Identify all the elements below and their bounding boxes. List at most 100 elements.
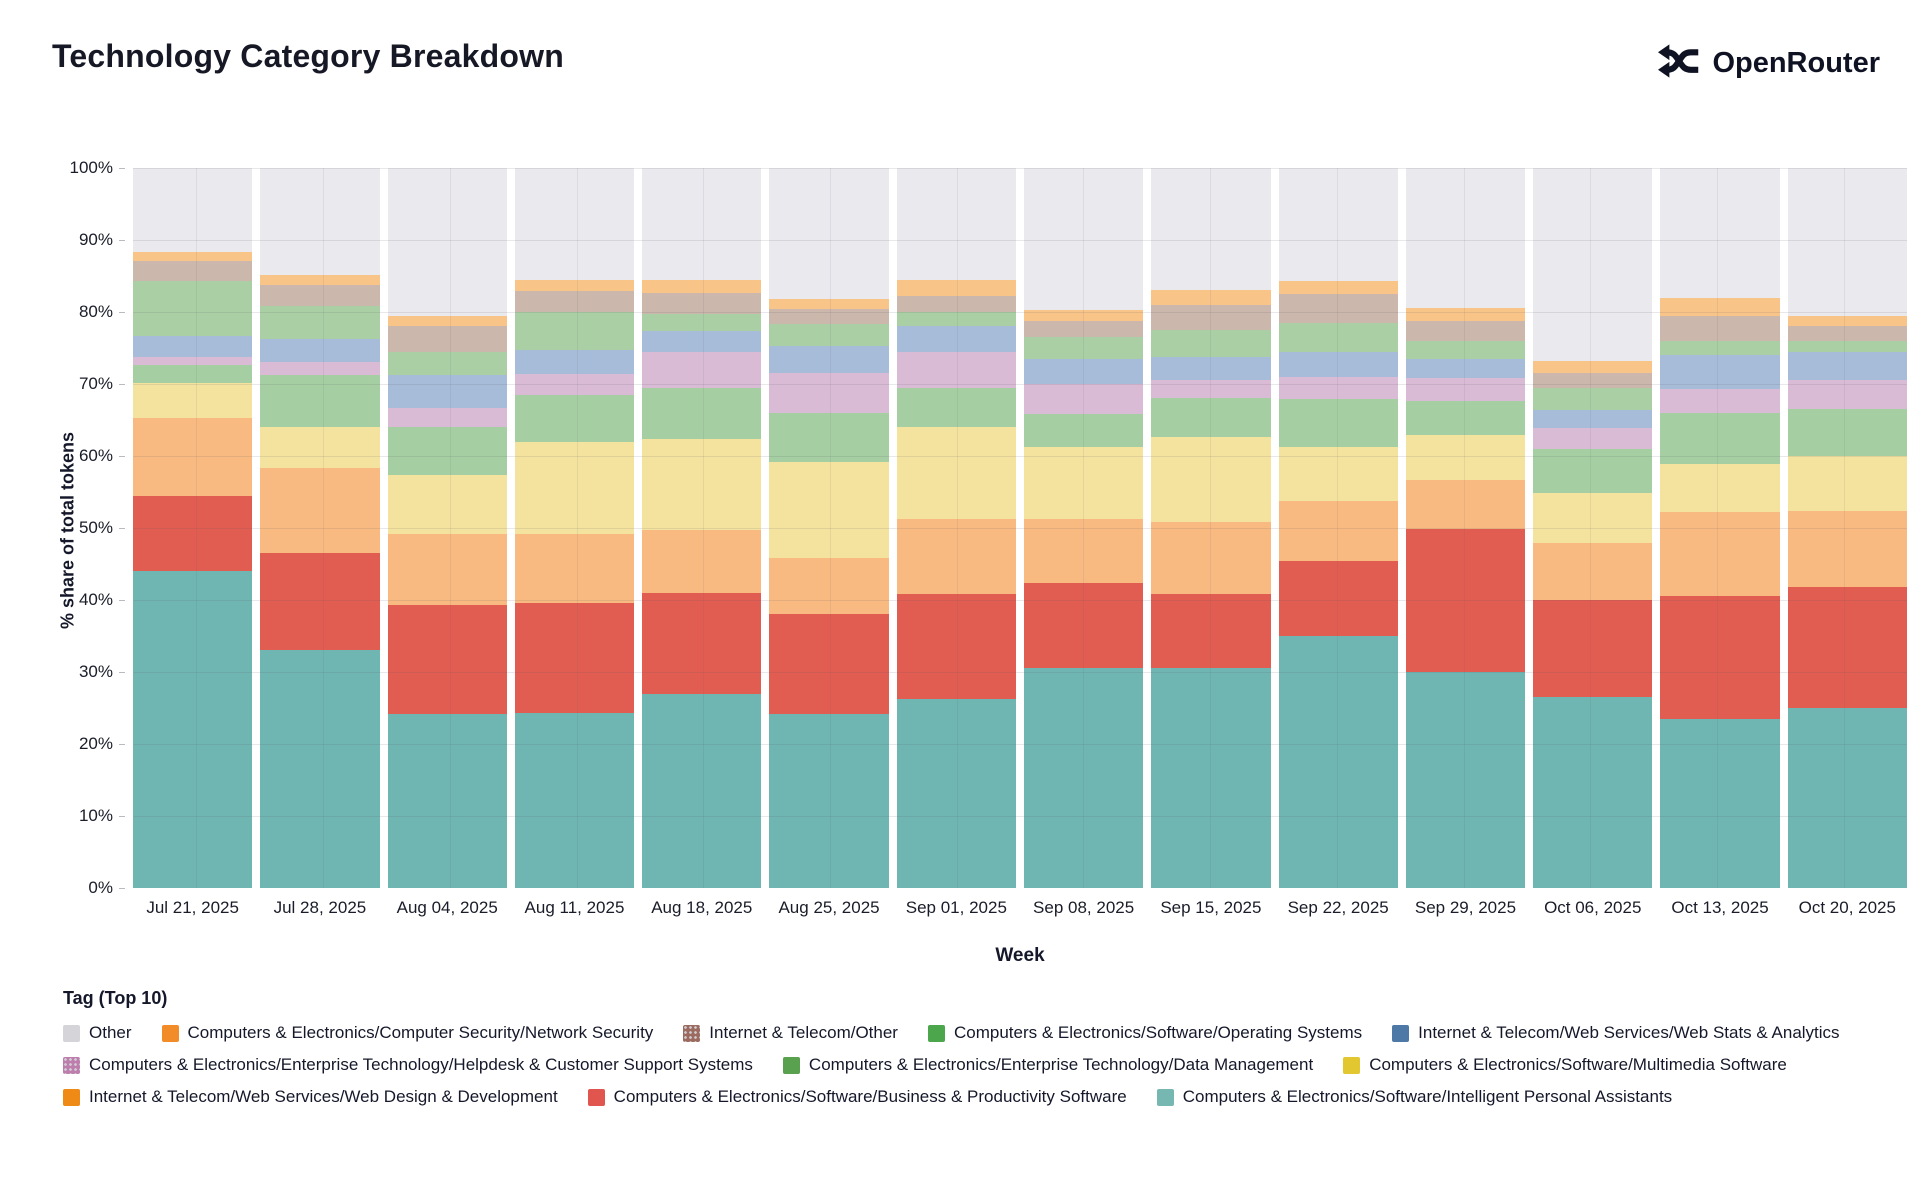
bar-Aug 11, 2025[interactable] [514,168,635,888]
bar-segment[interactable] [387,316,507,327]
bar-segment[interactable] [260,374,380,428]
bar-segment[interactable] [1533,543,1653,601]
bar-segment[interactable] [642,592,762,694]
bar-segment[interactable] [387,533,507,606]
bar-segment[interactable] [260,362,380,375]
bar-segment[interactable] [387,326,507,352]
bar-segment[interactable] [1278,500,1398,562]
bar-segment[interactable] [642,530,762,593]
bar-segment[interactable] [1278,636,1398,888]
bar-segment[interactable] [1151,304,1271,331]
bar-segment[interactable] [1533,427,1653,449]
bar-segment[interactable] [1278,294,1398,323]
legend-item[interactable]: Computers & Electronics/Software/Multime… [1343,1055,1787,1075]
bar-segment[interactable] [1023,447,1144,519]
bar-segment[interactable] [769,713,889,888]
bar-segment[interactable] [387,713,507,888]
bar-segment[interactable] [1787,587,1907,708]
legend-item[interactable]: Computers & Electronics/Enterprise Techn… [782,1055,1313,1075]
bar-segment[interactable] [896,295,1016,313]
bar-segment[interactable] [1787,380,1907,410]
bar-segment[interactable] [514,280,635,292]
bar-segment[interactable] [514,533,635,603]
bar-segment[interactable] [896,325,1016,353]
bar-segment[interactable] [1405,528,1526,672]
bar-segment[interactable] [133,571,253,888]
bar-segment[interactable] [1151,380,1271,399]
bar-segment[interactable] [1660,297,1780,316]
legend-item[interactable]: Computers & Electronics/Computer Securit… [161,1023,653,1043]
bar-Aug 04, 2025[interactable] [387,168,507,888]
bar-segment[interactable] [769,345,889,374]
bar-segment[interactable] [1533,448,1653,493]
bar-segment[interactable] [1660,389,1780,413]
bar-segment[interactable] [1405,321,1526,341]
legend-item[interactable]: Computers & Electronics/Software/Operati… [927,1023,1362,1043]
bar-segment[interactable] [133,168,253,253]
bar-Oct 13, 2025[interactable] [1660,168,1780,888]
bar-segment[interactable] [260,306,380,339]
bar-segment[interactable] [642,387,762,440]
bar-segment[interactable] [133,495,253,572]
bar-segment[interactable] [1023,518,1144,584]
bar-segment[interactable] [769,309,889,324]
bar-segment[interactable] [1278,322,1398,352]
bar-segment[interactable] [642,352,762,388]
bar-segment[interactable] [642,693,762,888]
bar-segment[interactable] [1787,510,1907,588]
bar-segment[interactable] [514,168,635,281]
bar-Aug 18, 2025[interactable] [642,168,762,888]
bar-segment[interactable] [896,519,1016,595]
bar-segment[interactable] [1533,388,1653,410]
bar-segment[interactable] [387,168,507,317]
bar-segment[interactable] [260,274,380,285]
legend-item[interactable]: Internet & Telecom/Other [683,1023,898,1043]
bar-segment[interactable] [387,475,507,534]
bar-segment[interactable] [1023,583,1144,669]
bar-segment[interactable] [1787,409,1907,457]
bar-segment[interactable] [1660,340,1780,356]
bar-segment[interactable] [514,291,635,313]
bar-Sep 22, 2025[interactable] [1278,168,1398,888]
bar-Oct 06, 2025[interactable] [1533,168,1653,888]
bar-segment[interactable] [642,313,762,331]
bar-segment[interactable] [642,279,762,294]
bar-segment[interactable] [514,602,635,714]
bar-segment[interactable] [1533,361,1653,373]
bar-segment[interactable] [133,252,253,261]
bar-segment[interactable] [769,558,889,615]
bar-segment[interactable] [1278,168,1398,282]
bar-Sep 15, 2025[interactable] [1151,168,1271,888]
bar-segment[interactable] [1787,351,1907,381]
bar-Sep 08, 2025[interactable] [1023,168,1144,888]
bar-segment[interactable] [1278,446,1398,501]
legend-item[interactable]: Computers & Electronics/Software/Busines… [587,1087,1127,1107]
bar-segment[interactable] [1278,281,1398,295]
bar-segment[interactable] [642,439,762,531]
bar-segment[interactable] [896,312,1016,326]
bar-segment[interactable] [1151,290,1271,305]
bar-segment[interactable] [260,284,380,307]
bar-segment[interactable] [642,168,762,280]
bar-segment[interactable] [1405,479,1526,529]
bar-segment[interactable] [896,698,1016,888]
bar-segment[interactable] [1533,697,1653,888]
legend-item[interactable]: Other [63,1023,132,1043]
bar-segment[interactable] [769,614,889,714]
bar-segment[interactable] [1405,672,1526,888]
bar-segment[interactable] [260,553,380,651]
bar-segment[interactable] [896,168,1016,281]
bar-segment[interactable] [1151,522,1271,595]
bar-segment[interactable] [133,417,253,496]
bar-segment[interactable] [514,373,635,395]
bar-segment[interactable] [1787,708,1907,888]
bar-segment[interactable] [133,364,253,383]
bar-segment[interactable] [1533,492,1653,544]
bar-segment[interactable] [1278,399,1398,447]
bar-segment[interactable] [133,382,253,418]
bar-segment[interactable] [260,338,380,363]
bar-segment[interactable] [1660,315,1780,341]
bar-segment[interactable] [1023,358,1144,385]
bar-segment[interactable] [133,356,253,365]
legend-item[interactable]: Computers & Electronics/Enterprise Techn… [63,1055,753,1075]
